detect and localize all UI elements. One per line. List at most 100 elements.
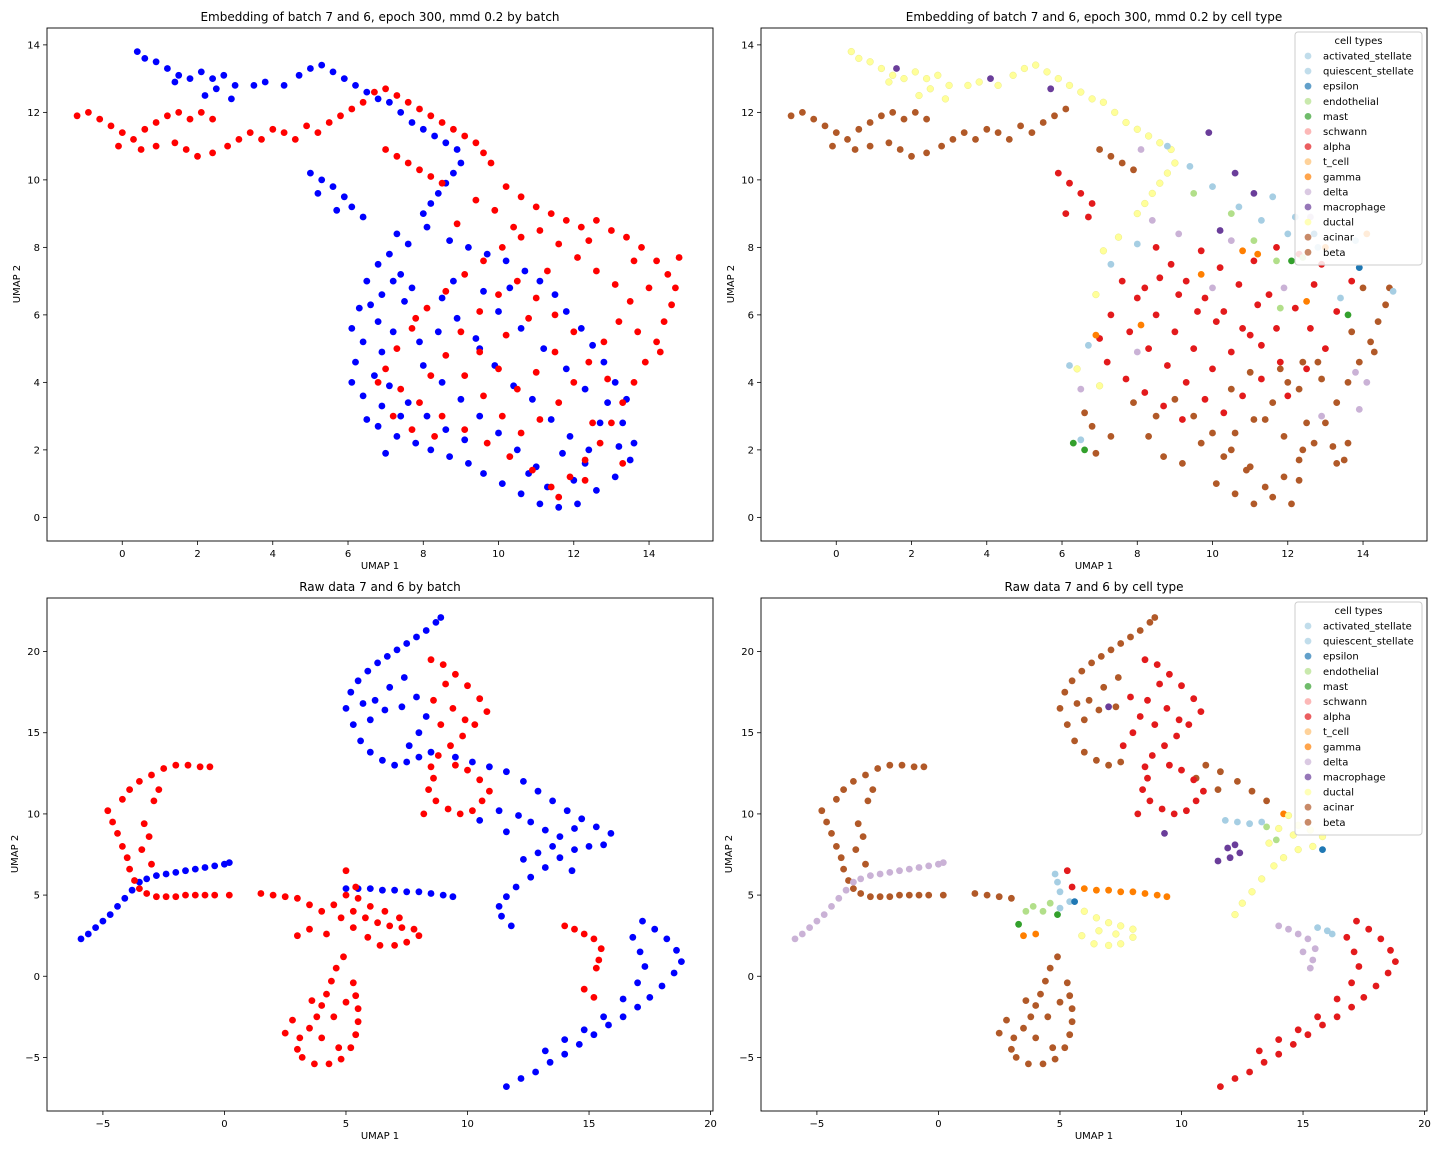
data-point: [342, 705, 350, 712]
legend-marker: [1304, 713, 1312, 720]
data-point: [1156, 179, 1164, 187]
data-point: [1139, 786, 1146, 793]
data-point: [416, 399, 423, 406]
data-point: [1092, 331, 1100, 339]
legend-label: ductal: [1323, 218, 1354, 229]
data-point: [1299, 948, 1307, 956]
legend-label: alpha: [1323, 142, 1351, 153]
data-point: [1043, 68, 1051, 76]
data-point: [1068, 1005, 1076, 1013]
data-point: [115, 142, 122, 150]
data-point: [911, 109, 919, 116]
data-point: [386, 98, 393, 106]
data-point: [397, 271, 405, 278]
data-point: [1152, 244, 1160, 251]
data-point: [506, 284, 514, 292]
data-point: [503, 768, 510, 776]
y-tick-label: 15: [27, 728, 40, 739]
data-point: [835, 894, 843, 902]
data-point: [453, 220, 461, 228]
x-tick-label: 14: [643, 549, 656, 560]
legend-label: acinar: [1323, 803, 1355, 814]
series-batch-1: [73, 85, 683, 501]
data-points: [77, 614, 685, 1090]
y-tick-label: 10: [27, 809, 40, 820]
data-point: [1017, 122, 1024, 130]
data-point: [393, 230, 401, 238]
data-point: [308, 997, 316, 1004]
data-point: [1348, 1003, 1355, 1011]
data-point: [1367, 338, 1374, 346]
data-point: [855, 125, 863, 133]
data-point: [923, 149, 930, 157]
data-point: [1175, 291, 1183, 298]
data-point: [442, 139, 450, 147]
data-point: [544, 267, 551, 275]
data-point: [1152, 412, 1160, 420]
data-point: [354, 677, 362, 685]
data-point: [175, 109, 183, 116]
x-tick-label: 10: [1206, 549, 1219, 560]
x-tick-label: 4: [270, 549, 276, 560]
data-point: [532, 1068, 539, 1076]
data-point: [1161, 830, 1168, 837]
data-point: [608, 419, 615, 427]
data-point: [1171, 159, 1179, 167]
data-point: [1141, 656, 1149, 664]
data-point: [1217, 1083, 1224, 1090]
data-point: [896, 146, 904, 153]
legend-entry-epsilon: epsilon: [1304, 82, 1359, 93]
data-point: [1355, 406, 1363, 413]
data-point: [1005, 136, 1013, 143]
data-point: [382, 365, 389, 373]
x-tick-label: 6: [345, 549, 351, 560]
legend-marker: [1304, 652, 1312, 660]
data-point: [1370, 348, 1378, 356]
data-point: [1068, 883, 1076, 891]
data-point: [905, 865, 913, 873]
data-point: [150, 797, 158, 805]
data-point: [615, 318, 623, 325]
data-point: [439, 891, 447, 899]
data-point: [400, 674, 408, 681]
legend-label: epsilon: [1323, 652, 1359, 663]
data-point: [1231, 1075, 1239, 1082]
data-point: [337, 112, 344, 120]
data-point: [427, 372, 435, 379]
data-point: [397, 412, 405, 420]
data-point: [408, 284, 416, 292]
data-point: [551, 291, 559, 298]
data-point: [1272, 836, 1280, 844]
data-point: [546, 1058, 554, 1066]
data-point: [615, 443, 623, 450]
data-point: [381, 907, 389, 915]
data-point: [1182, 277, 1190, 285]
data-point: [328, 977, 335, 985]
data-point: [994, 129, 1002, 137]
data-point: [850, 778, 857, 785]
data-point: [1054, 953, 1061, 961]
data-point: [318, 907, 326, 915]
data-point: [1164, 142, 1171, 150]
data-point: [1046, 899, 1054, 907]
data-point: [549, 797, 556, 805]
data-point: [404, 399, 412, 406]
data-point: [555, 493, 563, 501]
data-point: [1227, 210, 1235, 218]
data-point: [568, 867, 576, 875]
data-point: [925, 862, 933, 870]
data-point: [471, 721, 479, 728]
data-point: [1322, 419, 1329, 427]
data-point: [1145, 433, 1152, 440]
legend-label: endothelial: [1323, 97, 1379, 108]
legend-entry-t-cell: t_cell: [1304, 727, 1349, 738]
data-point: [502, 183, 510, 191]
data-point: [1133, 240, 1141, 248]
data-point: [1303, 365, 1310, 373]
data-point: [1246, 463, 1254, 471]
legend-entry-macrophage: macrophage: [1304, 203, 1386, 214]
legend: cell types activated_stellate quiescent_st…: [1294, 601, 1423, 836]
data-point: [363, 277, 371, 285]
data-point: [580, 930, 588, 938]
data-point: [630, 379, 638, 386]
